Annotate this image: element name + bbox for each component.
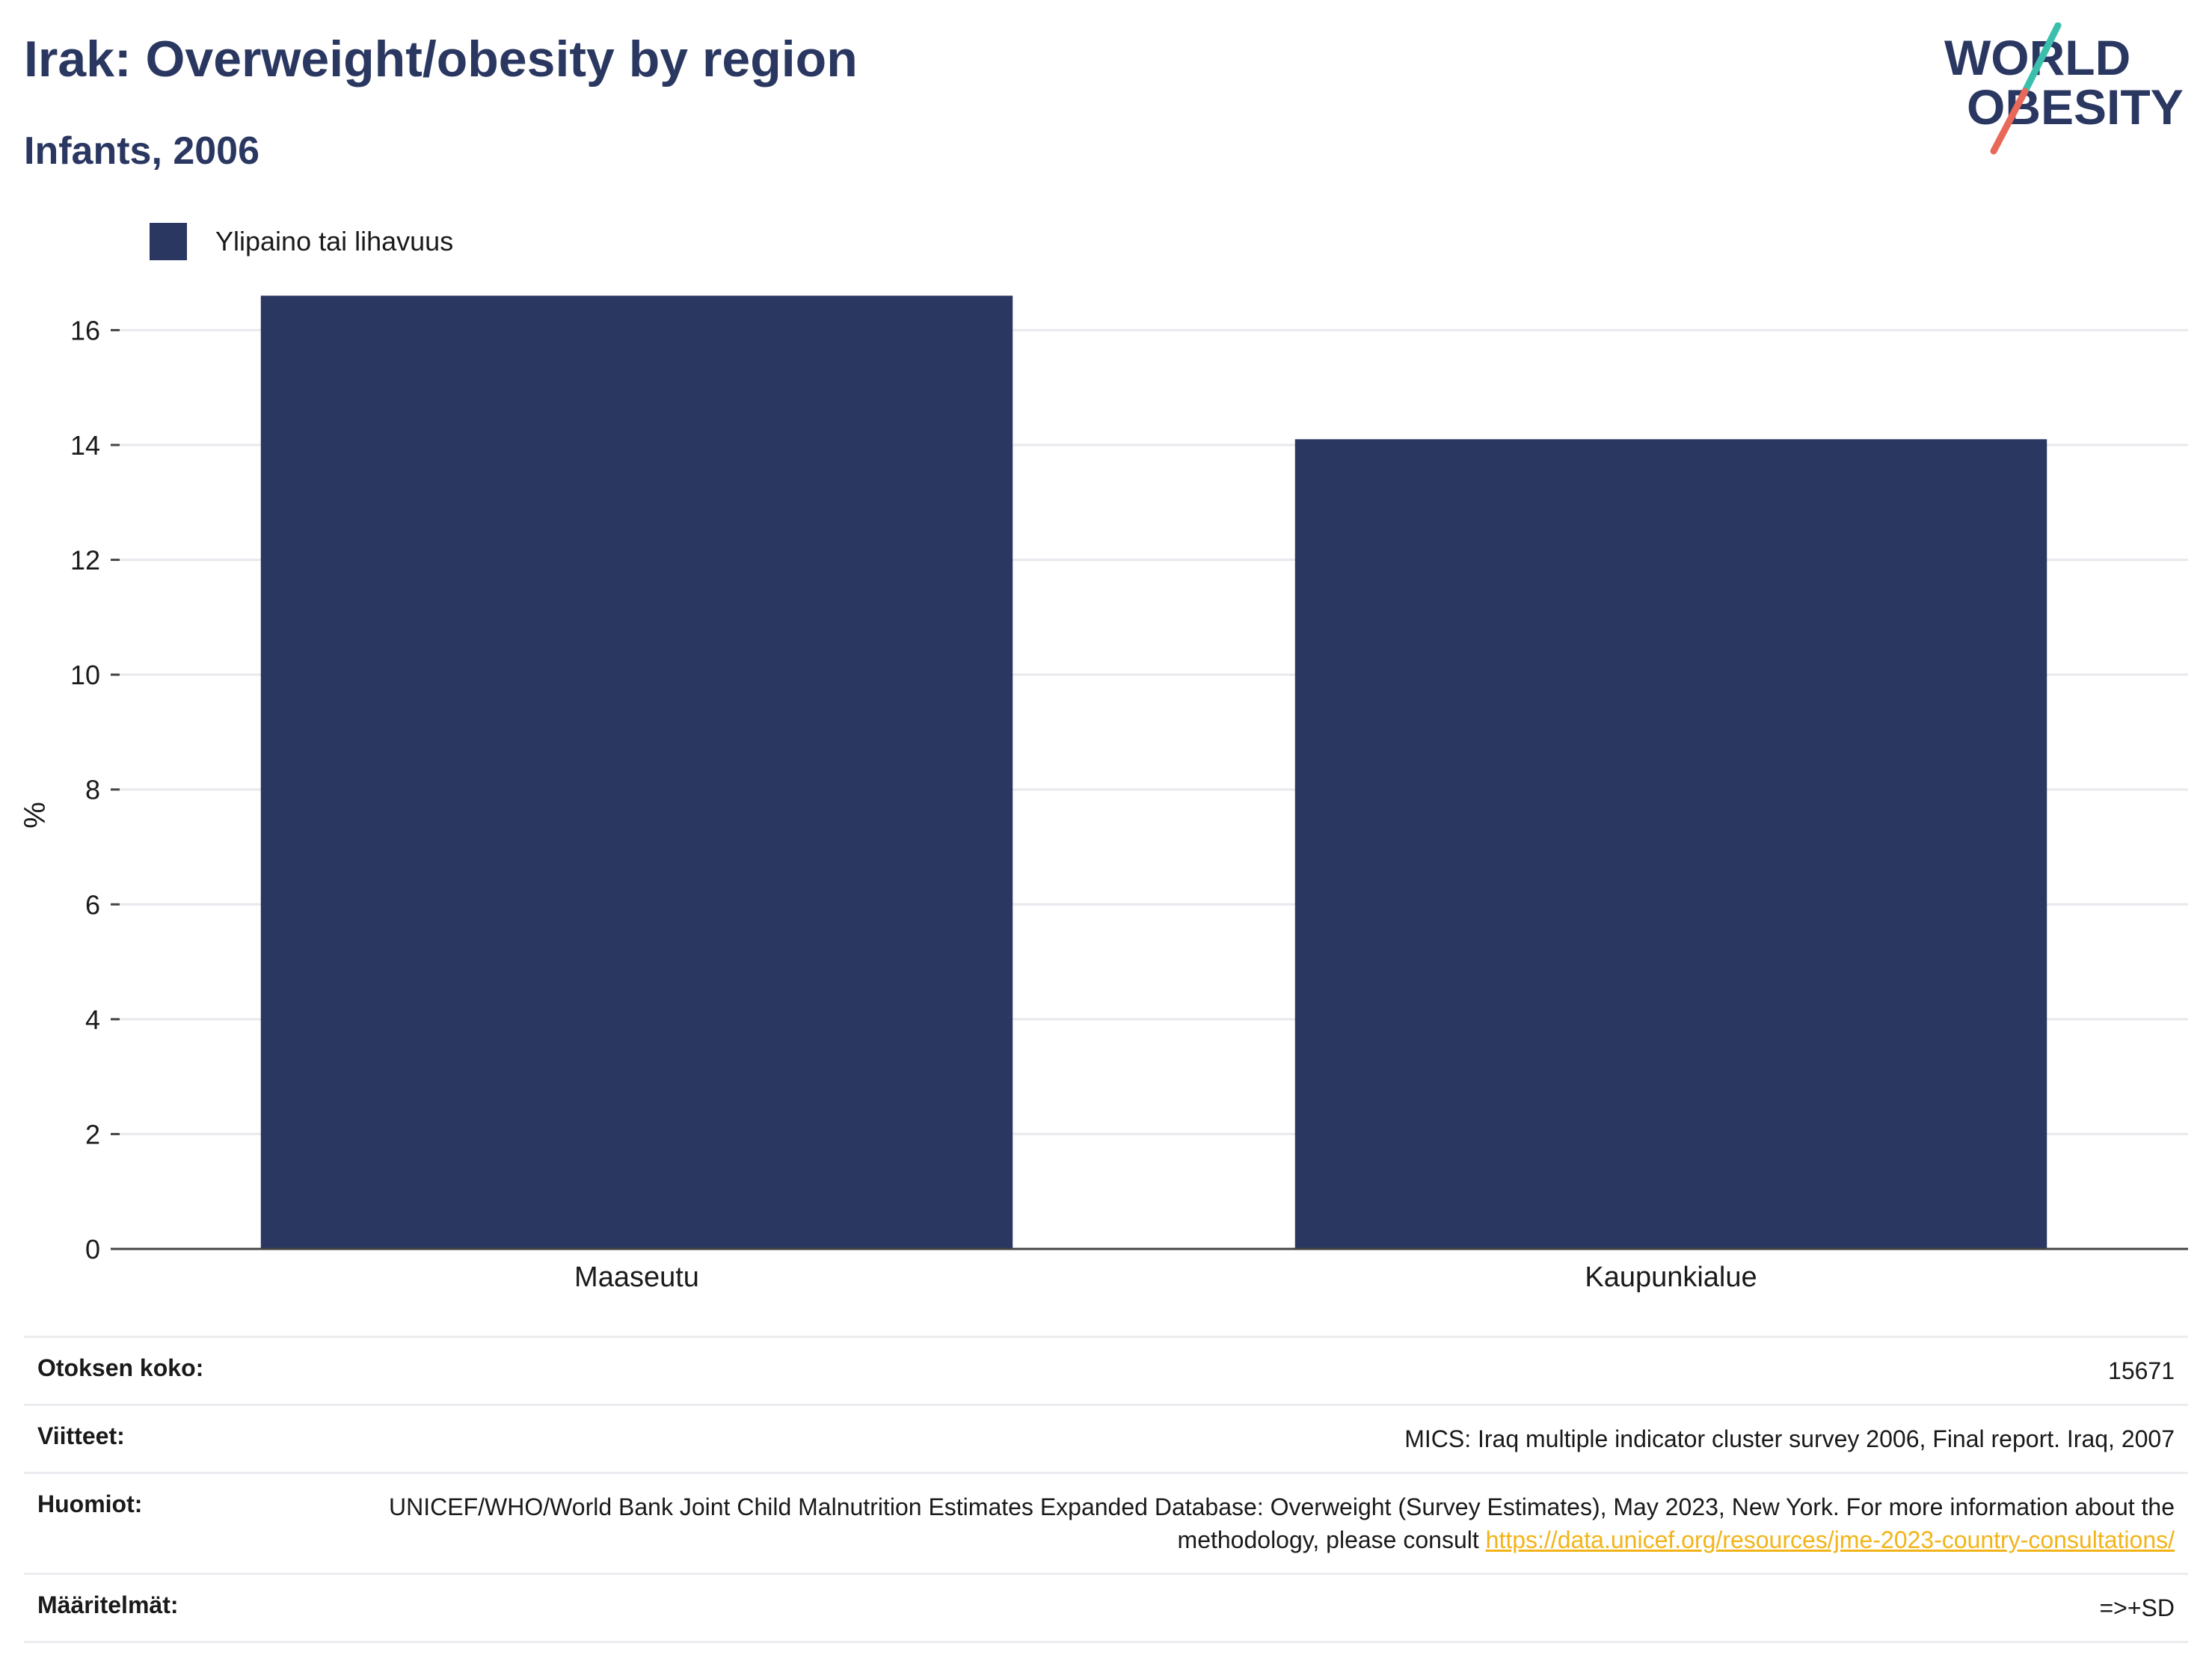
logo-slash-bottom	[1990, 87, 2029, 155]
y-tick-label: 14	[70, 430, 100, 461]
info-row-sample: Otoksen koko: 15671	[24, 1336, 2188, 1405]
info-row-definitions: Määritelmät: =>+SD	[24, 1573, 2188, 1643]
y-tick-label: 12	[70, 545, 100, 576]
legend-label: Ylipaino tai lihavuus	[215, 226, 454, 257]
bar-kaupunkialue	[1294, 439, 2047, 1249]
x-tick-label: Kaupunkialue	[1585, 1262, 1757, 1293]
info-row-notes: Huomiot: UNICEF/WHO/World Bank Joint Chi…	[24, 1472, 2188, 1574]
info-row-references: Viitteet: MICS: Iraq multiple indicator …	[24, 1404, 2188, 1473]
references-value: MICS: Iraq multiple indicator cluster su…	[350, 1404, 2188, 1473]
y-tick-label: 4	[85, 1004, 100, 1035]
x-axis-ticks: Maaseutu Kaupunkialue	[574, 1262, 1757, 1293]
notes-link[interactable]: https://data.unicef.org/resources/jme-20…	[1485, 1526, 2175, 1553]
references-label: Viitteet:	[24, 1404, 350, 1473]
world-obesity-logo: WORLD OBESITY	[1944, 22, 2184, 155]
logo-line1: WORLD	[1944, 30, 2130, 85]
y-tick-label: 0	[85, 1234, 100, 1265]
y-axis-ticks: 0 2 4 6 8 10 12 14 16	[70, 315, 120, 1265]
y-tick-label: 6	[85, 889, 100, 920]
y-tick-label: 2	[85, 1119, 100, 1149]
y-tick-label: 10	[70, 660, 100, 690]
legend-swatch	[150, 223, 187, 260]
bar-chart: 0 2 4 6 8 10 12 14 16 Maaseutu Kaupunkialue %	[19, 295, 2188, 1293]
notes-label: Huomiot:	[24, 1472, 350, 1574]
x-tick-label: Maaseutu	[574, 1262, 699, 1293]
legend: Ylipaino tai lihavuus	[150, 223, 453, 260]
logo-slash-top	[2021, 22, 2062, 95]
y-axis-label: %	[19, 802, 52, 829]
sample-size-value: 15671	[350, 1336, 2188, 1405]
notes-value: UNICEF/WHO/World Bank Joint Child Malnut…	[350, 1472, 2188, 1574]
info-table: Otoksen koko: 15671 Viitteet: MICS: Iraq…	[24, 1336, 2188, 1643]
definitions-label: Määritelmät:	[24, 1573, 350, 1643]
y-tick-label: 16	[70, 315, 100, 346]
logo-line2: OBESITY	[1967, 79, 2184, 135]
chart-title: Irak: Overweight/obesity by region	[24, 31, 858, 87]
sample-size-label: Otoksen koko:	[24, 1336, 350, 1405]
y-tick-label: 8	[85, 775, 100, 805]
bars	[260, 295, 2047, 1249]
definitions-value: =>+SD	[350, 1573, 2188, 1643]
notes-text: UNICEF/WHO/World Bank Joint Child Malnut…	[389, 1493, 2175, 1553]
chart-subtitle: Infants, 2006	[24, 129, 260, 173]
bar-maaseutu	[260, 295, 1013, 1249]
